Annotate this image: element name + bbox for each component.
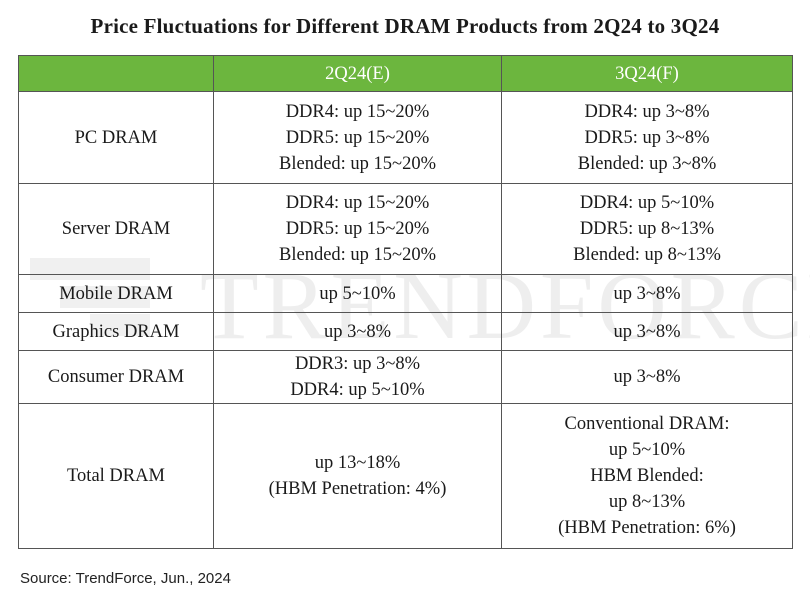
table-row: Server DRAM DDR4: up 15~20% DDR5: up 15~20… [18, 183, 793, 275]
product-cell: Consumer DRAM [18, 350, 214, 404]
value-line: Conventional DRAM: [564, 414, 730, 434]
value-cell-3q24: up 3~8% [501, 350, 793, 404]
value-line: DDR4: up 3~8% [584, 101, 710, 122]
value-cell-2q24: up 13~18% (HBM Penetration: 4%) [213, 403, 502, 549]
value-line: DDR4: up 5~10% [290, 380, 425, 400]
product-cell: Total DRAM [18, 403, 214, 549]
value-cell-3q24: up 3~8% [501, 274, 793, 313]
value-line: up 3~8% [613, 283, 681, 304]
value-line: Blended: up 15~20% [279, 153, 436, 174]
table-body: PC DRAM DDR4: up 15~20% DDR5: up 15~20% Ble… [18, 91, 793, 549]
value-cell-2q24: DDR3: up 3~8% DDR4: up 5~10% [213, 350, 502, 404]
value-line: DDR4: up 15~20% [285, 193, 430, 213]
product-cell: Mobile DRAM [18, 274, 214, 313]
source-note: Source: TrendForce, Jun., 2024 [20, 570, 231, 587]
value-line: (HBM Penetration: 4%) [268, 479, 447, 499]
value-line: DDR3: up 3~8% [294, 354, 421, 374]
value-line: up 5~10% [319, 283, 396, 304]
table-row: PC DRAM DDR4: up 15~20% DDR5: up 15~20% Ble… [18, 91, 793, 184]
value-cell-3q24: Conventional DRAM: up 5~10% HBM Blended: up… [501, 403, 793, 549]
table-row: Graphics DRAM up 3~8% up 3~8% [18, 312, 793, 351]
value-line: Blended: up 15~20% [279, 245, 436, 265]
price-table: 2Q24(E) 3Q24(F) PC DRAM DDR4: up 15~20% DD… [18, 55, 793, 549]
value-line: DDR5: up 15~20% [285, 219, 430, 239]
page-title: Price Fluctuations for Different DRAM Pr… [90, 14, 720, 38]
value-line: up 3~8% [323, 321, 392, 342]
product-cell: PC DRAM [18, 91, 214, 184]
value-cell-3q24: DDR4: up 5~10% DDR5: up 8~13% Blended: up … [501, 183, 793, 275]
value-cell-2q24: up 3~8% [213, 312, 502, 351]
value-line: Blended: up 8~13% [573, 245, 721, 265]
value-line: DDR5: up 15~20% [285, 127, 430, 148]
value-cell-2q24: DDR4: up 15~20% DDR5: up 15~20% Blended: u… [213, 91, 502, 184]
value-line: DDR4: up 15~20% [285, 101, 430, 122]
value-line: DDR5: up 3~8% [584, 127, 710, 148]
value-line: DDR4: up 5~10% [579, 193, 715, 213]
value-line: Blended: up 3~8% [577, 153, 717, 174]
product-cell: Server DRAM [18, 183, 214, 275]
table-row: Total DRAM up 13~18% (HBM Penetration: 4%)… [18, 403, 793, 549]
value-line: up 8~13% [608, 492, 686, 512]
table-row: Mobile DRAM up 5~10% up 3~8% [18, 274, 793, 313]
value-line: up 5~10% [608, 440, 686, 460]
value-line: up 3~8% [613, 321, 681, 342]
value-line: up 13~18% [314, 453, 401, 473]
value-cell-3q24: up 3~8% [501, 312, 793, 351]
product-cell: Graphics DRAM [18, 312, 214, 351]
header-row: 2Q24(E) 3Q24(F) [18, 55, 793, 92]
header-corner-cell [18, 55, 214, 92]
value-line: up 3~8% [613, 367, 681, 387]
value-line: (HBM Penetration: 6%) [558, 518, 736, 538]
column-header-3q24: 3Q24(F) [501, 55, 793, 92]
value-cell-2q24: up 5~10% [213, 274, 502, 313]
column-header-2q24: 2Q24(E) [213, 55, 502, 92]
value-line: HBM Blended: [590, 466, 704, 486]
table-row: Consumer DRAM DDR3: up 3~8% DDR4: up 5~10%… [18, 350, 793, 404]
value-line: DDR5: up 8~13% [579, 219, 715, 239]
value-cell-3q24: DDR4: up 3~8% DDR5: up 3~8% Blended: up 3~… [501, 91, 793, 184]
value-cell-2q24: DDR4: up 15~20% DDR5: up 15~20% Blended: u… [213, 183, 502, 275]
